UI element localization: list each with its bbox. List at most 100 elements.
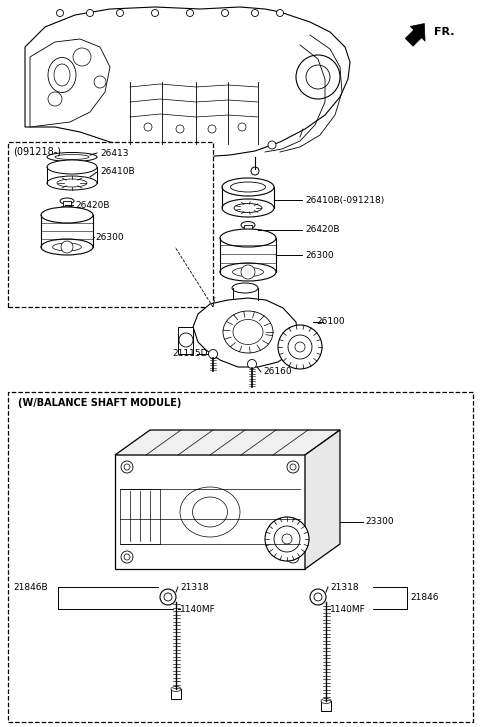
Text: 26160: 26160 (263, 368, 292, 377)
Ellipse shape (192, 497, 228, 527)
Ellipse shape (54, 64, 70, 86)
Bar (120, 489, 160, 544)
Ellipse shape (233, 268, 264, 276)
Text: 26413: 26413 (100, 148, 129, 158)
Circle shape (290, 464, 296, 470)
Ellipse shape (180, 487, 240, 537)
Text: 21846B: 21846B (13, 582, 48, 592)
Circle shape (290, 554, 296, 560)
Ellipse shape (55, 155, 89, 159)
Ellipse shape (234, 204, 262, 212)
Text: 23300: 23300 (365, 518, 394, 526)
Bar (321, 701, 331, 711)
Ellipse shape (241, 231, 255, 238)
Circle shape (187, 9, 193, 17)
Circle shape (164, 593, 172, 601)
Circle shape (287, 551, 299, 563)
Ellipse shape (222, 178, 274, 196)
Text: 1140MF: 1140MF (180, 604, 216, 614)
Ellipse shape (232, 283, 258, 293)
Circle shape (306, 65, 330, 89)
Text: 21115D: 21115D (172, 350, 207, 358)
Text: FR.: FR. (434, 27, 455, 37)
Circle shape (117, 9, 123, 17)
Circle shape (252, 9, 259, 17)
Ellipse shape (47, 176, 97, 190)
Circle shape (208, 125, 216, 133)
Text: 26300: 26300 (95, 233, 124, 241)
Circle shape (176, 125, 184, 133)
Text: 21318: 21318 (330, 582, 359, 592)
Text: 26420B: 26420B (75, 201, 109, 209)
Text: 26100: 26100 (316, 318, 345, 326)
Bar (244, 225, 252, 235)
Ellipse shape (41, 207, 93, 223)
Ellipse shape (220, 263, 276, 281)
Circle shape (265, 517, 309, 561)
Ellipse shape (220, 229, 276, 247)
Circle shape (124, 464, 130, 470)
Text: (W/BALANCE SHAFT MODULE): (W/BALANCE SHAFT MODULE) (18, 398, 181, 408)
Circle shape (296, 55, 340, 99)
Bar (8, 392, 473, 722)
Circle shape (295, 342, 305, 352)
Text: 26410B: 26410B (100, 167, 134, 177)
Ellipse shape (230, 182, 265, 192)
Polygon shape (115, 430, 340, 455)
Text: 21846: 21846 (410, 593, 439, 601)
Circle shape (248, 359, 256, 369)
Ellipse shape (47, 153, 97, 161)
Circle shape (152, 9, 158, 17)
Circle shape (179, 333, 193, 347)
Ellipse shape (60, 198, 74, 204)
Ellipse shape (41, 239, 93, 255)
Circle shape (238, 123, 246, 131)
Circle shape (287, 461, 299, 473)
Circle shape (251, 167, 259, 175)
Bar (171, 689, 181, 699)
Circle shape (241, 265, 255, 279)
Ellipse shape (60, 206, 74, 212)
Circle shape (160, 589, 176, 605)
Text: 21318: 21318 (180, 582, 209, 592)
Text: 26420B: 26420B (305, 225, 339, 235)
Ellipse shape (222, 199, 274, 217)
Ellipse shape (321, 699, 331, 704)
Circle shape (274, 526, 300, 552)
Polygon shape (305, 430, 340, 569)
Text: 26410B(-091218): 26410B(-091218) (305, 196, 384, 204)
Circle shape (282, 534, 292, 544)
Circle shape (276, 9, 284, 17)
Text: 26300: 26300 (305, 251, 334, 260)
Ellipse shape (233, 319, 263, 345)
Polygon shape (30, 39, 110, 127)
Polygon shape (405, 23, 425, 47)
Ellipse shape (53, 243, 81, 251)
Circle shape (121, 461, 133, 473)
Text: (091218-): (091218-) (13, 146, 61, 156)
Polygon shape (178, 327, 193, 354)
Circle shape (314, 593, 322, 601)
Bar (115, 454, 305, 569)
Ellipse shape (171, 686, 181, 691)
Ellipse shape (241, 222, 255, 228)
Circle shape (278, 325, 322, 369)
Ellipse shape (48, 57, 76, 92)
Polygon shape (25, 7, 350, 157)
Circle shape (268, 141, 276, 149)
Circle shape (124, 554, 130, 560)
Polygon shape (193, 298, 298, 367)
Circle shape (61, 241, 73, 253)
Circle shape (48, 92, 62, 106)
Text: 1140MF: 1140MF (330, 604, 366, 614)
Ellipse shape (57, 179, 87, 187)
Circle shape (310, 589, 326, 605)
Circle shape (208, 350, 217, 358)
Circle shape (288, 335, 312, 359)
Circle shape (86, 9, 94, 17)
Circle shape (221, 9, 228, 17)
Ellipse shape (47, 160, 97, 174)
Bar (8, 142, 213, 307)
Ellipse shape (223, 311, 273, 353)
Circle shape (144, 123, 152, 131)
